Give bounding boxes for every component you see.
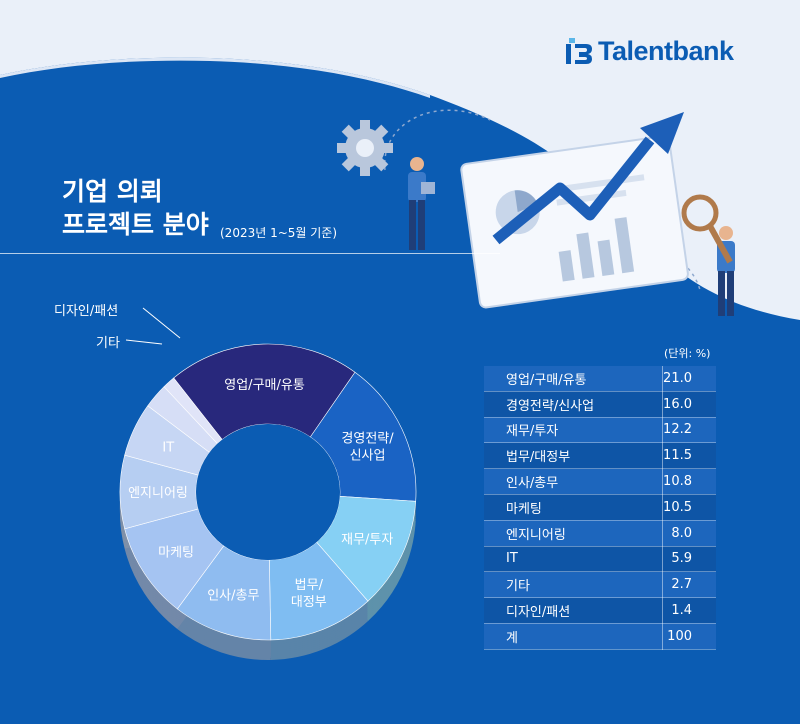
row-label: 계 [484, 623, 664, 650]
table-row: 계 100 [484, 623, 716, 650]
slice-label: 재무/투자 [341, 533, 393, 548]
slice-label: 법무/대정부 [291, 578, 327, 610]
slice-label: 마케팅 [158, 545, 194, 560]
table-row: 마케팅 10.5 [484, 494, 716, 521]
table-row: 법무/대정부 11.5 [484, 442, 716, 470]
row-value: 8.0 [662, 520, 716, 547]
table-row: 기타 2.7 [484, 571, 716, 599]
table-row: 인사/총무 10.8 [484, 468, 716, 495]
row-value: 10.5 [662, 494, 716, 521]
table-row: 재무/투자 12.2 [484, 417, 716, 444]
title-divider [0, 253, 500, 254]
table-row: 경영전략/신사업 16.0 [484, 391, 716, 418]
slice-label: 영업/구매/유통 [224, 378, 305, 393]
row-label: 엔지니어링 [484, 520, 664, 547]
row-value: 11.5 [662, 442, 716, 470]
person-illustration [408, 157, 435, 250]
title-line-2: 프로젝트 분야 [62, 210, 209, 239]
slice-label: 엔지니어링 [128, 486, 188, 501]
row-label: 재무/투자 [484, 417, 664, 444]
row-label: IT [484, 546, 664, 573]
table-row: 영업/구매/유통 21.0 [484, 366, 716, 392]
row-value: 2.7 [662, 571, 716, 599]
row-label: 영업/구매/유통 [484, 366, 664, 392]
row-value: 5.9 [662, 546, 716, 573]
row-label: 경영전략/신사업 [484, 391, 664, 418]
slice-label: 인사/총무 [207, 589, 259, 604]
row-value: 1.4 [662, 597, 716, 624]
row-label: 기타 [484, 571, 664, 599]
dashboard-illustration [460, 135, 689, 309]
row-label: 인사/총무 [484, 468, 664, 495]
brand-name: Talentbank [598, 36, 734, 66]
brand-logo: Talentbank [566, 36, 734, 67]
page-title: 기업 의뢰 프로젝트 분야 [62, 175, 209, 241]
title-line-1: 기업 의뢰 [62, 177, 163, 206]
row-value: 12.2 [662, 417, 716, 444]
table-row: IT 5.9 [484, 546, 716, 573]
table-row: 디자인/패션 1.4 [484, 597, 716, 624]
slice-label: IT [162, 440, 174, 455]
data-table: 영업/구매/유통 21.0 경영전략/신사업 16.0 재무/투자 12.2 법무/대정부 1… [484, 366, 716, 650]
outside-label-etc: 기타 [96, 336, 120, 351]
donut-hole [196, 424, 340, 560]
unit-label: (단위: %) [664, 347, 711, 360]
period-subtitle: (2023년 1~5월 기준) [220, 226, 338, 240]
row-label: 디자인/패션 [484, 597, 664, 624]
row-value: 10.8 [662, 468, 716, 495]
row-label: 법무/대정부 [484, 442, 664, 470]
row-value: 21.0 [662, 366, 716, 392]
gear-icon [337, 120, 393, 176]
table-row: 엔지니어링 8.0 [484, 520, 716, 547]
row-value: 100 [662, 623, 716, 650]
outside-label-design: 디자인/패션 [54, 304, 119, 319]
slice-label: 경영전략/신사업 [341, 432, 394, 464]
row-label: 마케팅 [484, 494, 664, 521]
row-value: 16.0 [662, 391, 716, 418]
talentbank-logo-icon [566, 37, 592, 64]
magnifier-icon [681, 194, 719, 232]
